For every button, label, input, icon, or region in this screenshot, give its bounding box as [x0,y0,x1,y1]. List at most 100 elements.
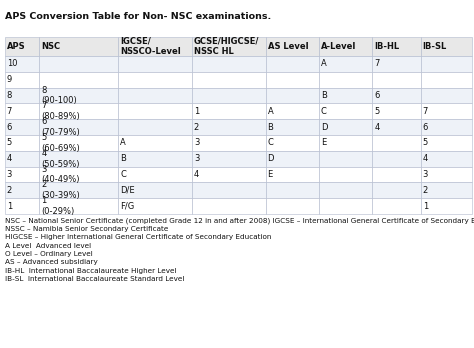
Bar [373,135,421,151]
Text: 6
(70-79%): 6 (70-79%) [41,117,80,137]
Text: 1: 1 [423,201,428,211]
Text: 4
(50-59%): 4 (50-59%) [41,149,80,169]
Text: 5
(60-69%): 5 (60-69%) [41,133,80,153]
Text: 2
(30-39%): 2 (30-39%) [41,181,80,200]
Bar [39,88,118,103]
Text: 7: 7 [374,60,380,69]
Text: 2: 2 [194,122,199,132]
Bar [373,167,421,182]
Text: 5: 5 [7,139,12,148]
Bar [421,182,472,198]
Bar [373,103,421,119]
Bar [319,37,373,56]
Text: B: B [120,154,126,163]
Text: 3: 3 [194,154,199,163]
Bar [421,167,472,182]
Bar [319,151,373,167]
Text: 4: 4 [374,122,380,132]
Text: F/G: F/G [120,201,134,211]
Bar [5,119,39,135]
Bar [421,56,472,72]
Text: 5: 5 [423,139,428,148]
Bar [319,88,373,103]
Text: 4: 4 [194,170,199,179]
Bar [265,182,319,198]
Bar [5,37,39,56]
Bar [421,88,472,103]
Text: 2: 2 [7,186,12,195]
Bar [118,167,192,182]
Text: 7: 7 [7,107,12,116]
Bar [265,72,319,88]
Bar [118,151,192,167]
Text: AS Level: AS Level [267,42,308,51]
Bar [421,198,472,214]
Bar [39,135,118,151]
Bar [5,198,39,214]
Bar [319,135,373,151]
Bar [192,37,265,56]
Text: APS: APS [7,42,25,51]
Bar [319,167,373,182]
Bar [265,56,319,72]
Bar [118,198,192,214]
Bar [265,88,319,103]
Bar [118,103,192,119]
Text: 5: 5 [374,107,380,116]
Bar [319,182,373,198]
Text: D/E: D/E [120,186,135,195]
Bar [421,119,472,135]
Bar [5,72,39,88]
Bar [373,56,421,72]
Bar [39,182,118,198]
Bar [319,56,373,72]
Text: B: B [267,122,273,132]
Bar [192,72,265,88]
Bar [265,135,319,151]
Text: B: B [321,91,327,100]
Bar [421,103,472,119]
Bar [39,119,118,135]
Text: 7: 7 [423,107,428,116]
Bar [319,198,373,214]
Bar [265,103,319,119]
Text: A: A [120,139,126,148]
Text: 7
(80-89%): 7 (80-89%) [41,102,80,121]
Text: 6: 6 [423,122,428,132]
Bar [319,103,373,119]
Bar [265,151,319,167]
Bar [373,151,421,167]
Text: NSC – National Senior Certificate (completed Grade 12 in and after 2008) IGCSE –: NSC – National Senior Certificate (compl… [5,218,474,282]
Text: GCSE/HIGCSE/
NSSC HL: GCSE/HIGCSE/ NSSC HL [194,37,259,56]
Bar [421,151,472,167]
Text: E: E [267,170,273,179]
Bar [265,37,319,56]
Bar [39,167,118,182]
Text: 4: 4 [7,154,12,163]
Bar [373,119,421,135]
Bar [319,72,373,88]
Text: 8: 8 [7,91,12,100]
Bar [39,72,118,88]
Bar [5,167,39,182]
Bar [118,72,192,88]
Bar [265,167,319,182]
Bar [192,198,265,214]
Text: 3: 3 [194,139,199,148]
Bar [192,103,265,119]
Bar [192,88,265,103]
Bar [118,88,192,103]
Text: C: C [267,139,273,148]
Text: C: C [120,170,126,179]
Bar [118,56,192,72]
Bar [39,151,118,167]
Text: C: C [321,107,327,116]
Bar [39,37,118,56]
Text: 2: 2 [423,186,428,195]
Text: IGCSE/
NSSCO-Level: IGCSE/ NSSCO-Level [120,37,181,56]
Bar [39,56,118,72]
Text: 8
(90-100): 8 (90-100) [41,86,77,105]
Text: 10: 10 [7,60,17,69]
Text: A-Level: A-Level [321,42,356,51]
Bar [373,182,421,198]
